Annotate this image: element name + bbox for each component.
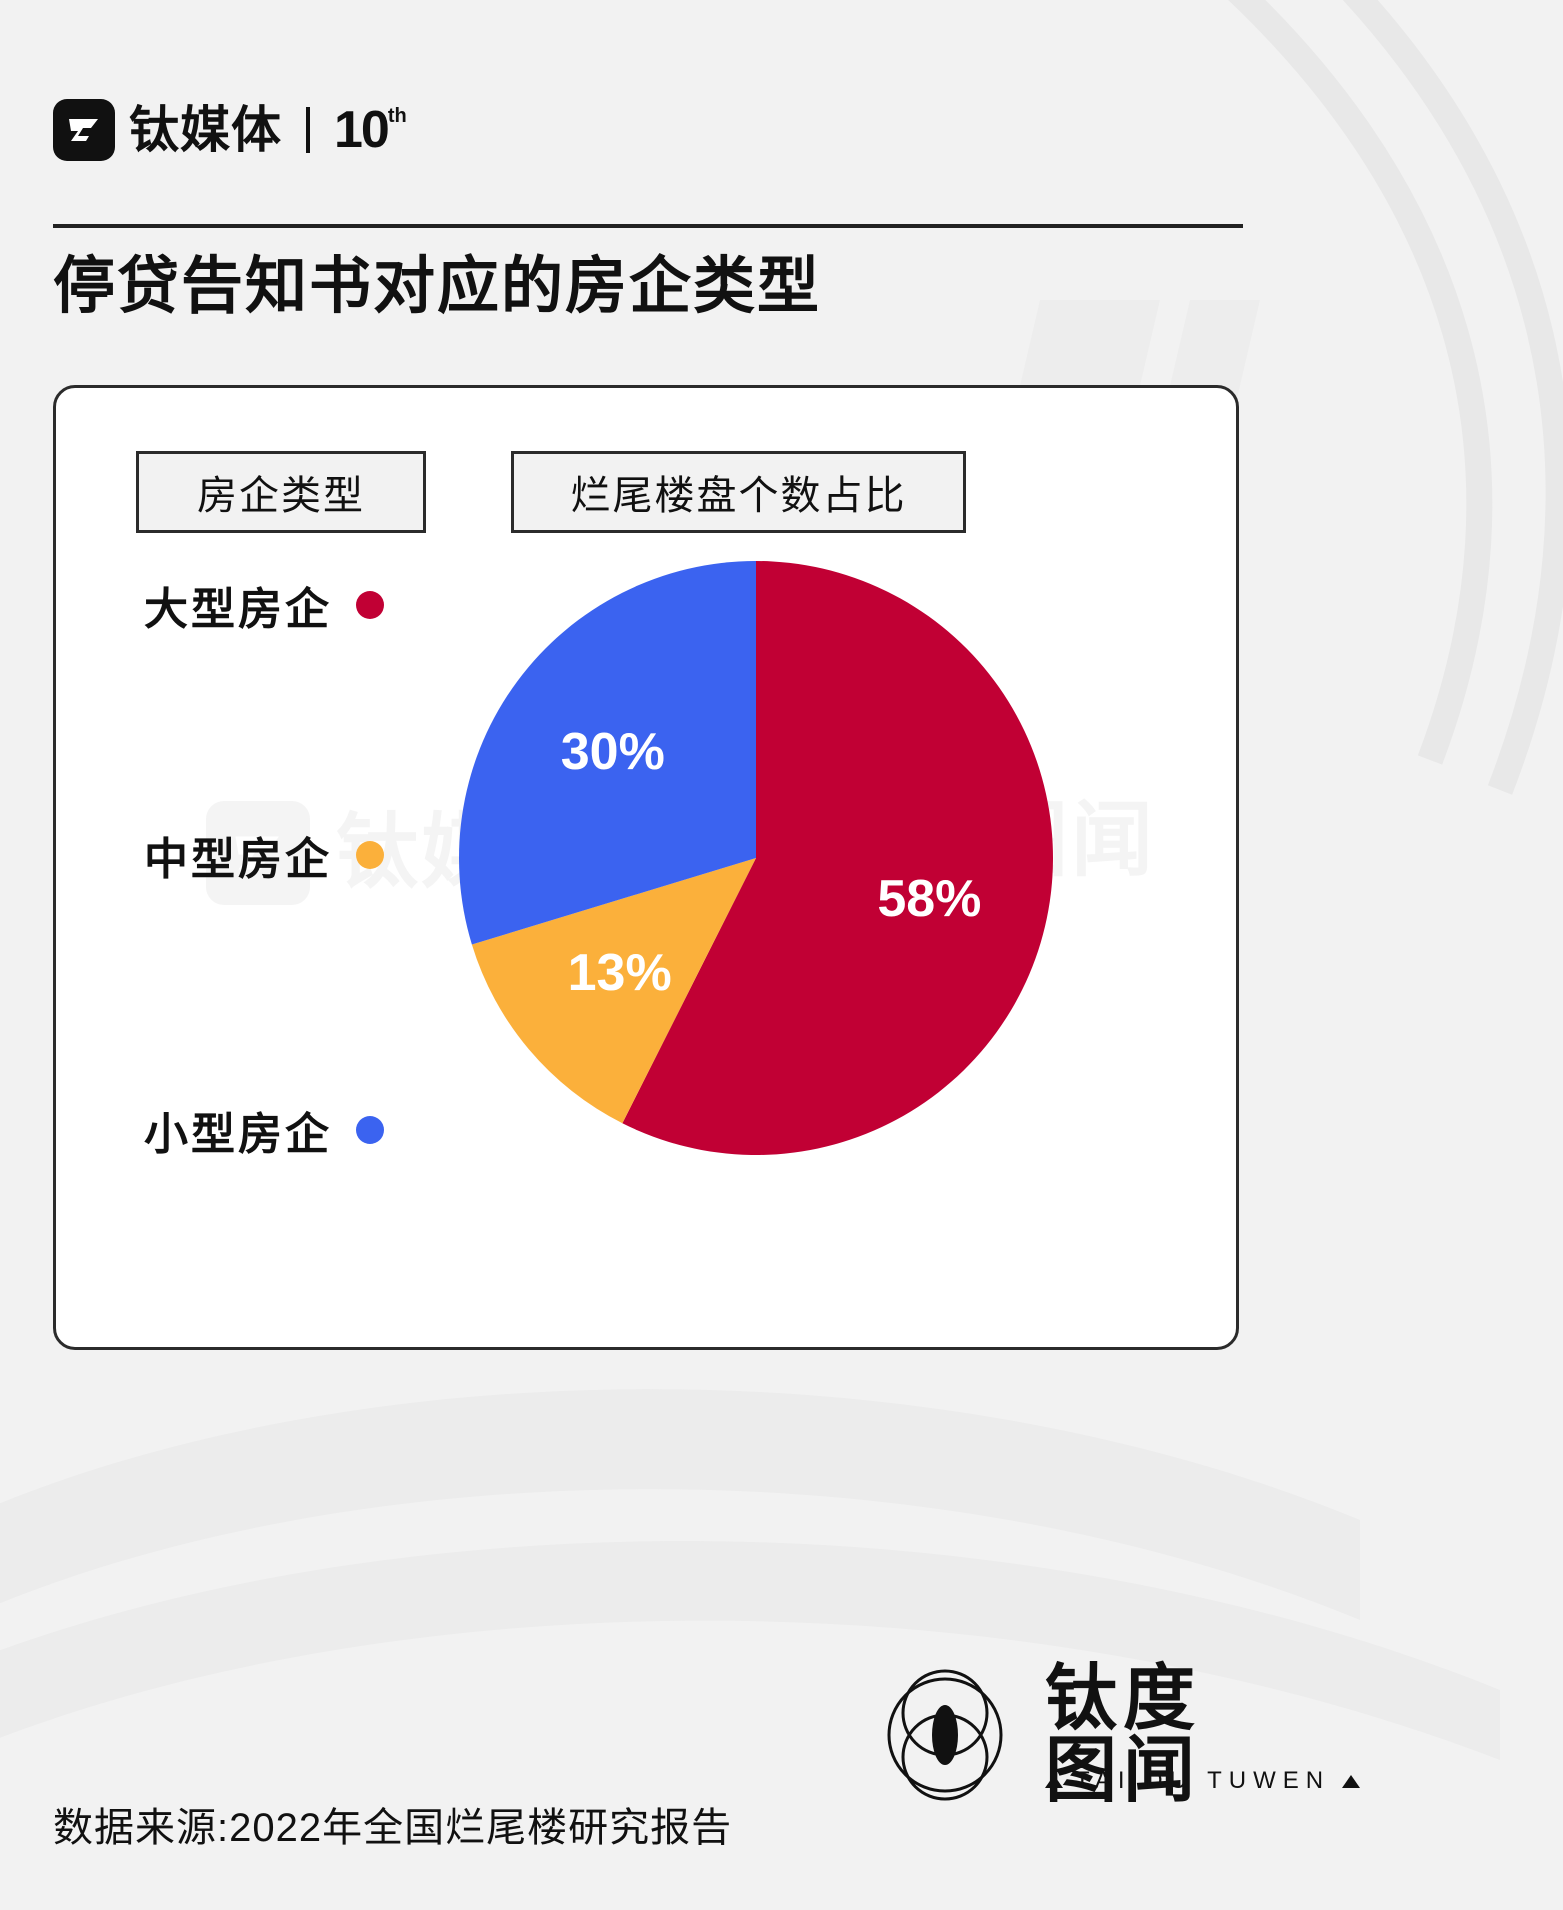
pie-label-大型房企: 58% xyxy=(877,870,981,928)
legend-label: 小型房企 xyxy=(144,1110,332,1159)
pie-label-小型房企: 30% xyxy=(561,723,665,781)
pie-slice-小型房企[interactable] xyxy=(458,561,756,945)
footer-logo-name: 钛度图闻 xyxy=(1045,1659,1202,1811)
footer-logo-en-row: TAI DU TUWEN xyxy=(1045,1767,1361,1795)
pie-slice-大型房企[interactable] xyxy=(622,561,1053,1155)
brand-header: 钛媒体 10 th xyxy=(53,95,407,165)
pie-chart: 58% 13% 30% xyxy=(456,558,1056,1158)
legend-swatch-icon xyxy=(356,591,384,619)
legend-swatch-icon xyxy=(356,1116,384,1144)
footer-logo: 钛度图闻 TAI DU TUWEN xyxy=(865,1655,1361,1870)
pie-label-中型房企: 13% xyxy=(568,944,672,1002)
legend-label: 大型房企 xyxy=(144,585,332,634)
triangle-right-icon xyxy=(1342,1774,1361,1788)
footer-emblem-icon xyxy=(887,1669,1003,1801)
column-header-category: 房企类型 xyxy=(136,451,426,533)
titanium-media-logo-icon xyxy=(53,99,115,161)
pie-data-labels: 58% 13% 30% xyxy=(561,723,982,1002)
brand-name: 钛媒体 xyxy=(129,102,282,158)
pie-slice-中型房企[interactable] xyxy=(471,858,756,1124)
anniversary-suffix: th xyxy=(387,105,407,127)
anniversary-number: 10 xyxy=(334,101,390,159)
page-title: 停贷告知书对应的房企类型 xyxy=(53,252,822,321)
anniversary-badge: 10 th xyxy=(334,104,407,156)
chart-card: 房企类型 烂尾楼盘个数占比 钛媒体 钛度图闻 TAI DU TUWEN 大型房企… xyxy=(53,385,1239,1350)
brand-divider xyxy=(306,107,310,153)
pie-slices xyxy=(458,561,1053,1155)
triangle-left-icon xyxy=(1045,1774,1063,1788)
column-header-value: 烂尾楼盘个数占比 xyxy=(511,451,966,533)
legend-item-medium[interactable]: 中型房企 xyxy=(144,823,384,887)
footer-logo-en: TAI DU TUWEN xyxy=(1075,1767,1331,1794)
header-divider xyxy=(53,224,1243,228)
source-note: 数据来源:2022年全国烂尾楼研究报告 xyxy=(53,1806,733,1850)
legend-item-small[interactable]: 小型房企 xyxy=(144,1098,384,1162)
legend-label: 中型房企 xyxy=(144,835,332,884)
legend-swatch-icon xyxy=(356,841,384,869)
legend-item-large[interactable]: 大型房企 xyxy=(144,573,384,637)
